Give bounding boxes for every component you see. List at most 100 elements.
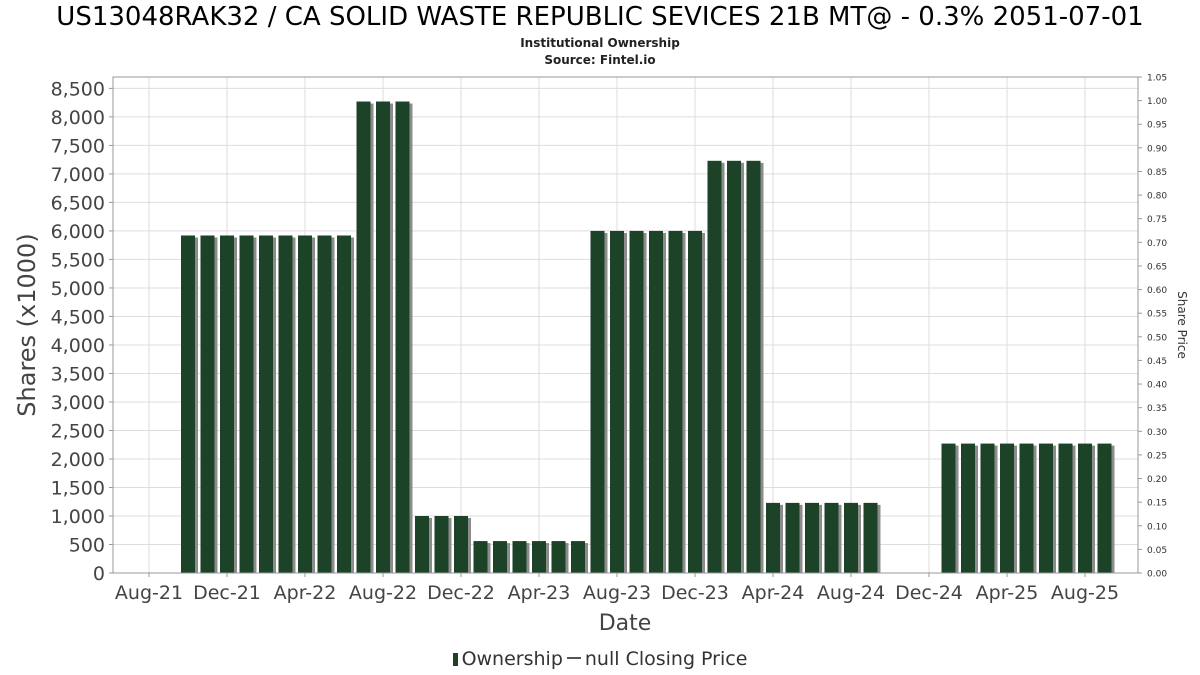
y-tick-label: 4,500	[51, 306, 105, 328]
bar	[590, 230, 605, 573]
y2-tick-label: 0.20	[1147, 475, 1167, 485]
bar	[337, 235, 351, 574]
y-tick-label: 2,000	[51, 449, 105, 471]
bar	[746, 160, 761, 574]
y2-tick-label: 0.05	[1147, 546, 1167, 556]
y2-tick-label: 0.85	[1147, 168, 1167, 178]
y-tick-label: 500	[69, 534, 105, 556]
y-axis-right: 0.00 0.05 0.10 0.15 0.20 0.25 0.30 0.35 0.40 0.45…	[1138, 74, 1167, 580]
bar	[961, 443, 975, 573]
y2-tick-label: 0.45	[1147, 357, 1167, 367]
bar	[668, 230, 683, 573]
bar-series-ownership	[181, 101, 1115, 574]
x-tick-label: Apr-23	[508, 582, 571, 604]
bar	[785, 502, 800, 573]
bar	[298, 235, 312, 574]
x-tick-label: Aug-25	[1051, 582, 1119, 604]
y2-tick-label: 0.95	[1147, 121, 1167, 131]
y-tick-label: 7,500	[51, 135, 105, 157]
bar	[688, 230, 702, 573]
x-axis-label: Date	[599, 611, 652, 636]
legend: Ownership null Closing Price	[0, 648, 1200, 670]
bar	[629, 230, 644, 573]
bar	[532, 541, 546, 573]
y2-tick-label: 0.80	[1147, 192, 1167, 202]
y-tick-label: 5,500	[51, 249, 105, 271]
bar	[200, 235, 215, 574]
y-tick-label: 8,000	[51, 107, 105, 129]
x-axis: Aug-21 Dec-21 Apr-22 Aug-22 Dec-22 Apr-23 Aug-…	[115, 573, 1119, 604]
bar	[493, 541, 507, 573]
bar	[571, 541, 585, 573]
y2-tick-label: 0.00	[1147, 570, 1167, 580]
bar	[356, 101, 371, 573]
bar	[181, 235, 195, 574]
y2-tick-label: 0.60	[1147, 286, 1167, 296]
bar	[980, 443, 995, 573]
y2-tick-label: 0.90	[1147, 144, 1167, 154]
legend-ownership-label: Ownership	[461, 648, 563, 670]
bar	[844, 502, 858, 573]
bar	[415, 515, 429, 573]
bar	[1097, 443, 1112, 573]
y2-tick-label: 1.00	[1147, 97, 1167, 107]
y-tick-label: 0	[93, 563, 105, 585]
y2-tick-label: 0.65	[1147, 262, 1167, 272]
y-tick-label: 6,500	[51, 192, 105, 214]
x-tick-label: Apr-22	[274, 582, 337, 604]
y2-tick-label: 0.40	[1147, 381, 1167, 391]
y2-axis-label: Share Price	[1175, 291, 1189, 359]
x-tick-label: Dec-21	[193, 582, 261, 604]
bar	[551, 541, 566, 573]
y2-tick-label: 0.50	[1147, 333, 1167, 343]
y-tick-label: 3,000	[51, 392, 105, 414]
bar	[259, 235, 273, 574]
x-tick-label: Dec-24	[895, 582, 963, 604]
x-tick-label: Apr-24	[742, 582, 805, 604]
chart-title: US13048RAK32 / CA SOLID WASTE REPUBLIC S…	[56, 2, 1144, 32]
bar	[376, 101, 390, 573]
y-axis-left: 0 500 1,000 1,500 2,000 2,500 3,000 3,500 4,000 4…	[51, 78, 113, 585]
bar	[805, 502, 819, 573]
bar	[1058, 443, 1073, 573]
x-tick-label: Aug-23	[583, 582, 651, 604]
bar	[727, 160, 741, 574]
y-tick-label: 1,500	[51, 477, 105, 499]
bar	[649, 230, 663, 573]
y-axis-label: Shares (x1000)	[13, 233, 41, 416]
y-tick-label: 3,500	[51, 363, 105, 385]
bar	[766, 502, 780, 573]
bar	[1039, 443, 1053, 573]
y2-tick-label: 0.35	[1147, 404, 1167, 414]
x-tick-label: Aug-22	[349, 582, 417, 604]
bar	[707, 160, 722, 574]
bar	[220, 235, 234, 574]
y-tick-label: 8,500	[51, 78, 105, 100]
y-tick-label: 7,000	[51, 164, 105, 186]
bar	[395, 101, 410, 573]
bar	[512, 541, 527, 573]
y2-tick-label: 1.05	[1147, 74, 1167, 84]
chart-source: Source: Fintel.io	[544, 53, 656, 67]
y-tick-label: 1,000	[51, 506, 105, 528]
bar	[454, 515, 468, 573]
bar	[941, 443, 956, 573]
bar	[1078, 443, 1092, 573]
bar	[434, 515, 449, 573]
x-tick-label: Dec-22	[427, 582, 495, 604]
y-tick-label: 5,000	[51, 278, 105, 300]
x-tick-label: Aug-24	[817, 582, 885, 604]
bar	[317, 235, 332, 574]
plot-frame	[112, 76, 1139, 574]
legend-price-label: null Closing Price	[584, 648, 748, 670]
y2-tick-label: 0.70	[1147, 239, 1167, 249]
y2-tick-label: 0.10	[1147, 522, 1167, 532]
bar	[278, 235, 293, 574]
y2-tick-label: 0.55	[1147, 310, 1167, 320]
bar	[863, 502, 878, 573]
x-tick-label: Aug-21	[115, 582, 183, 604]
y-tick-label: 4,000	[51, 335, 105, 357]
y2-tick-label: 0.25	[1147, 451, 1167, 461]
y2-tick-label: 0.75	[1147, 215, 1167, 225]
